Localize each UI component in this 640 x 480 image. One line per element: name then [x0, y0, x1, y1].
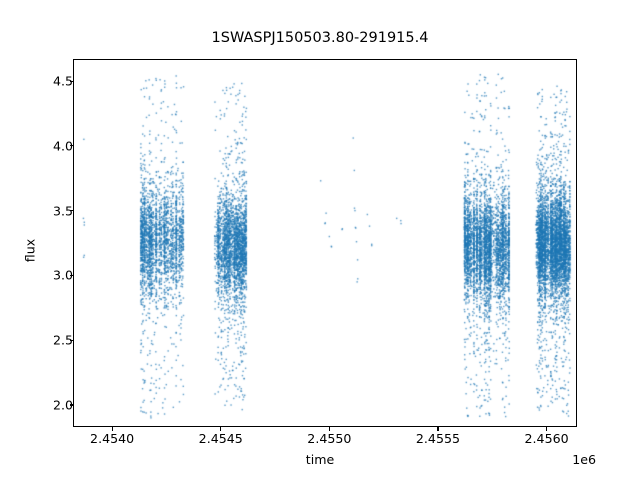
y-tick-label: 2.5: [52, 332, 73, 348]
y-tick-mark: [69, 80, 73, 82]
y-tick-label: 4.5: [52, 73, 73, 89]
y-tick-label: 3.5: [52, 203, 73, 219]
y-tick-mark: [69, 339, 73, 341]
y-tick-mark: [69, 145, 73, 147]
y-tick-label: 4.0: [52, 138, 73, 154]
y-axis-ticks: 2.0 2.5 3.0 3.5 4.0 4.5: [0, 0, 73, 480]
x-tick-label: 2.4560: [524, 431, 569, 446]
y-tick-label: 3.0: [52, 267, 73, 283]
y-tick-label: 2.0: [52, 397, 73, 413]
x-axis-label: time: [305, 452, 335, 467]
x-tick-label: 2.4550: [307, 431, 352, 446]
y-tick-mark: [69, 274, 73, 276]
x-tick-label: 2.4545: [198, 431, 243, 446]
x-tick-label: 2.4555: [415, 431, 460, 446]
page-title: 1SWASPJ150503.80-291915.4: [211, 30, 429, 46]
x-tick-label: 2.4540: [90, 431, 135, 446]
y-tick-mark: [69, 210, 73, 212]
x-tick-mark: [437, 427, 439, 431]
y-tick-mark: [69, 404, 73, 406]
x-tick-mark: [111, 427, 113, 431]
scatter-data-layer: [74, 60, 576, 426]
x-tick-mark: [328, 427, 330, 431]
x-axis-offset-label: 1e6: [572, 452, 596, 467]
y-axis-label: flux: [22, 238, 38, 263]
x-tick-mark: [220, 427, 222, 431]
x-tick-mark: [546, 427, 548, 431]
